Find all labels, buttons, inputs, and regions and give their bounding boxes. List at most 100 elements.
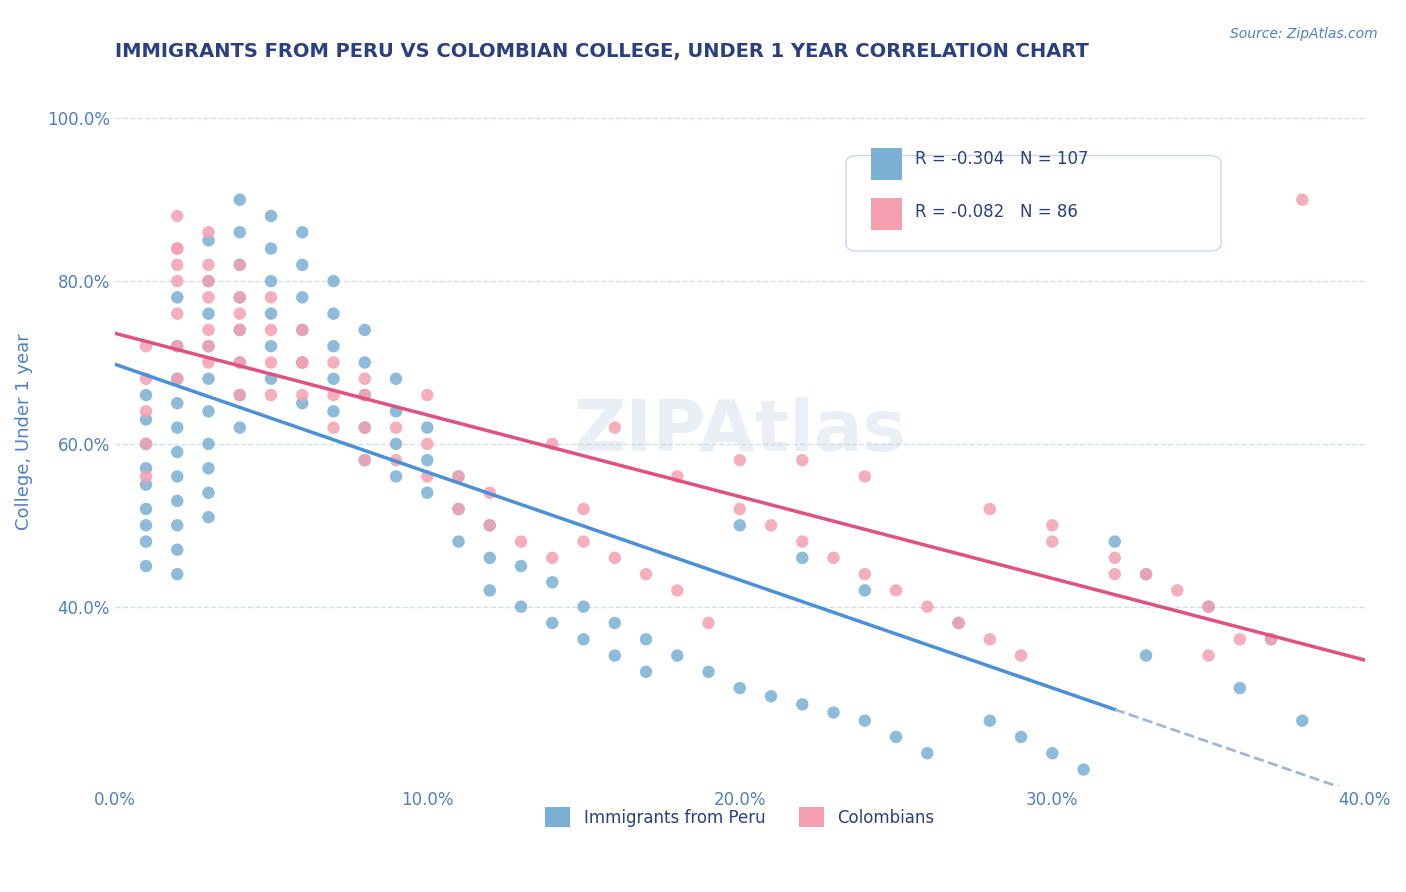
Point (166, 469, 188, 483)
Point (853, 567, 876, 582)
Point (759, 690, 782, 704)
Point (291, 225, 314, 239)
Point (353, 388, 375, 402)
Point (197, 323, 219, 337)
Point (917, 599, 939, 614)
Point (166, 372, 188, 386)
Point (447, 534, 470, 549)
Point (1104, 550, 1126, 565)
Point (572, 534, 595, 549)
Point (948, 615, 970, 630)
Point (135, 388, 157, 402)
Point (416, 469, 439, 483)
Point (541, 575, 564, 590)
Point (603, 550, 626, 565)
Point (979, 632, 1001, 647)
Text: ZIPAtlas: ZIPAtlas (574, 397, 905, 467)
Point (541, 437, 564, 451)
Point (260, 242, 283, 256)
Point (416, 485, 439, 500)
Point (197, 404, 219, 418)
Point (197, 339, 219, 353)
Point (1135, 567, 1157, 582)
Point (1198, 599, 1220, 614)
Point (416, 388, 439, 402)
Point (229, 258, 252, 272)
Point (478, 485, 501, 500)
Point (291, 388, 314, 402)
Point (353, 420, 375, 434)
Point (197, 510, 219, 524)
Point (166, 258, 188, 272)
Point (197, 485, 219, 500)
Point (260, 209, 283, 223)
Point (166, 396, 188, 410)
Point (510, 534, 533, 549)
Point (510, 559, 533, 574)
Point (385, 469, 408, 483)
Point (416, 420, 439, 434)
Point (166, 420, 188, 434)
Point (166, 445, 188, 459)
Point (229, 420, 252, 434)
Point (447, 502, 470, 516)
Point (1040, 746, 1063, 760)
FancyBboxPatch shape (846, 155, 1220, 252)
Point (291, 355, 314, 369)
Point (229, 355, 252, 369)
Point (603, 420, 626, 434)
Point (291, 396, 314, 410)
Point (884, 583, 907, 598)
Text: Source: ZipAtlas.com: Source: ZipAtlas.com (1230, 27, 1378, 41)
Point (260, 339, 283, 353)
Point (385, 420, 408, 434)
Point (135, 469, 157, 483)
Point (353, 453, 375, 467)
Point (291, 355, 314, 369)
Point (229, 258, 252, 272)
Point (291, 290, 314, 304)
Point (166, 307, 188, 321)
Point (1010, 648, 1032, 663)
Point (197, 461, 219, 475)
Point (197, 339, 219, 353)
Point (1040, 534, 1063, 549)
Point (1135, 648, 1157, 663)
Point (229, 225, 252, 239)
Point (666, 583, 689, 598)
Point (197, 437, 219, 451)
Point (260, 372, 283, 386)
Point (1198, 648, 1220, 663)
Point (135, 437, 157, 451)
Point (353, 453, 375, 467)
Point (197, 274, 219, 288)
Point (135, 559, 157, 574)
Point (166, 339, 188, 353)
Point (229, 323, 252, 337)
Point (917, 746, 939, 760)
Point (884, 730, 907, 744)
Point (322, 404, 344, 418)
Point (229, 193, 252, 207)
Point (260, 274, 283, 288)
Point (166, 274, 188, 288)
Point (1229, 632, 1251, 647)
Point (603, 615, 626, 630)
Point (634, 567, 657, 582)
Point (291, 355, 314, 369)
Point (1291, 193, 1313, 207)
Text: IMMIGRANTS FROM PERU VS COLOMBIAN COLLEGE, UNDER 1 YEAR CORRELATION CHART: IMMIGRANTS FROM PERU VS COLOMBIAN COLLEG… (115, 42, 1088, 61)
Point (853, 583, 876, 598)
Point (1291, 714, 1313, 728)
Point (666, 648, 689, 663)
Point (166, 339, 188, 353)
Point (291, 258, 314, 272)
Point (385, 404, 408, 418)
Point (197, 274, 219, 288)
Point (697, 615, 720, 630)
Point (823, 550, 845, 565)
Point (322, 420, 344, 434)
Point (260, 290, 283, 304)
Point (697, 665, 720, 679)
Point (260, 388, 283, 402)
